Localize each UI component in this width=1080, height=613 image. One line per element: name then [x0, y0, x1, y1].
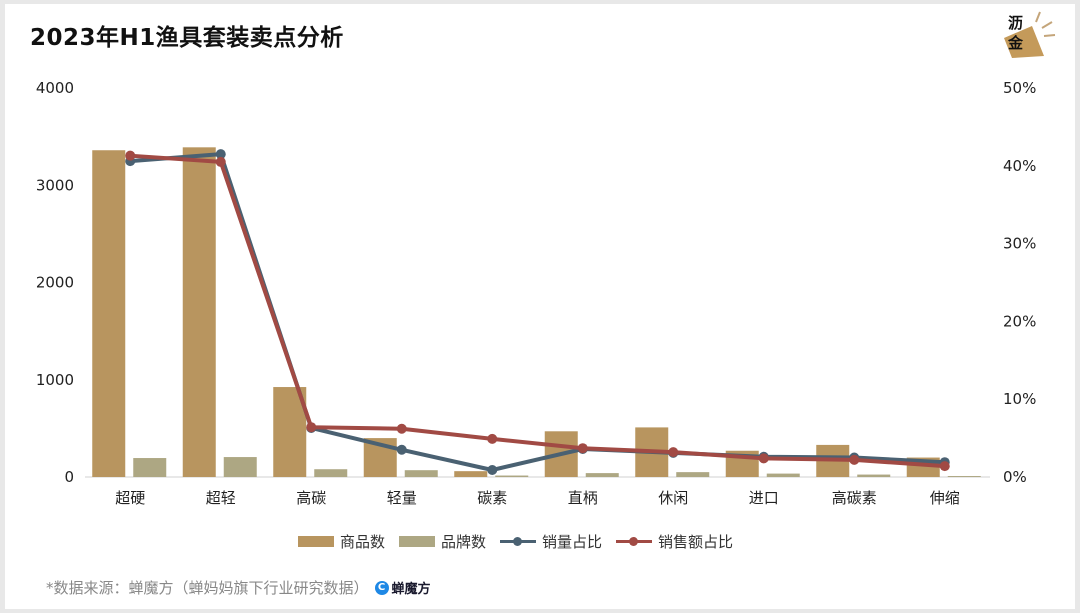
line-point[interactable]: [668, 447, 679, 458]
chanmofang-logo: C 蝉魔方: [374, 578, 431, 597]
category-label: 伸缩: [930, 489, 960, 507]
bar[interactable]: [495, 475, 529, 477]
line-point[interactable]: [487, 464, 498, 475]
chart-title: 2023年H1渔具套装卖点分析: [30, 25, 344, 51]
line-point[interactable]: [215, 156, 226, 167]
right-tick-label: 30%: [1003, 235, 1036, 253]
line-point[interactable]: [125, 150, 136, 161]
right-tick-label: 20%: [1003, 312, 1036, 330]
bar[interactable]: [766, 473, 800, 477]
line-point[interactable]: [306, 422, 317, 433]
bar[interactable]: [947, 476, 981, 477]
logo-shape-icon: [1004, 11, 1056, 58]
chanmofang-c-icon: C: [374, 580, 389, 595]
category-label: 休闲: [658, 489, 688, 507]
category-label: 超轻: [206, 489, 236, 507]
left-y-axis: 0 1000 2000 3000 4000: [36, 79, 74, 486]
chart-legend: 商品数 品牌数 销量占比 销售额占比: [298, 531, 733, 552]
bar[interactable]: [454, 471, 488, 477]
logo-char-1: 沥: [1008, 14, 1024, 32]
bar[interactable]: [223, 457, 257, 477]
legend-label: 销量占比: [542, 533, 603, 551]
right-tick-label: 0%: [1003, 468, 1027, 486]
left-tick-label: 3000: [36, 176, 74, 194]
line-series: [125, 149, 950, 475]
left-tick-label: 1000: [36, 371, 74, 389]
line-point[interactable]: [396, 444, 407, 455]
category-label: 超硬: [115, 489, 145, 507]
line-point[interactable]: [577, 443, 588, 454]
line-point[interactable]: [396, 423, 407, 434]
legend-item-sales-value-share[interactable]: 销售额占比: [616, 531, 733, 552]
category-label: 进口: [749, 489, 779, 507]
category-label: 高碳: [296, 489, 326, 507]
left-tick-label: 0: [64, 468, 74, 486]
line-marker-icon: [500, 536, 537, 547]
bar[interactable]: [92, 150, 126, 478]
category-label: 高碳素: [832, 489, 877, 507]
bar[interactable]: [585, 473, 619, 477]
source-text: *数据来源：蝉魔方（蝉妈妈旗下行业研究数据）: [46, 579, 369, 597]
category-label: 轻量: [387, 489, 417, 507]
data-source-note: *数据来源：蝉魔方（蝉妈妈旗下行业研究数据） C 蝉魔方: [46, 577, 431, 598]
right-tick-label: 50%: [1003, 79, 1036, 97]
line-point[interactable]: [487, 433, 498, 444]
bar[interactable]: [404, 470, 438, 477]
legend-label: 销售额占比: [658, 533, 734, 551]
bar[interactable]: [314, 469, 348, 477]
bar[interactable]: [676, 472, 710, 477]
left-tick-label: 4000: [36, 79, 74, 97]
line-path: [130, 152, 945, 472]
bar-series: [92, 147, 981, 478]
line-point[interactable]: [758, 453, 769, 464]
bar[interactable]: [133, 458, 167, 477]
legend-label: 商品数: [340, 533, 386, 551]
category-label: 直柄: [568, 489, 598, 507]
legend-label: 品牌数: [441, 533, 487, 551]
legend-item-brand-count[interactable]: 品牌数: [399, 531, 486, 552]
left-tick-label: 2000: [36, 274, 74, 292]
legend-item-sales-volume-share[interactable]: 销量占比: [500, 531, 602, 552]
category-label: 碳素: [477, 489, 507, 507]
right-tick-label: 40%: [1003, 157, 1036, 175]
bar-swatch-icon: [298, 536, 334, 547]
right-y-axis: 0% 10% 20% 30% 40% 50%: [1003, 79, 1036, 486]
source-brand: 蝉魔方: [391, 582, 431, 597]
line-marker-icon: [616, 536, 653, 547]
line-point[interactable]: [849, 454, 860, 465]
bar[interactable]: [857, 474, 891, 477]
line-point[interactable]: [939, 461, 950, 472]
logo-char-2: 金: [1008, 34, 1024, 52]
x-axis-labels: 超硬 超轻 高碳 轻量 碳素 直柄 休闲 进口 高碳素 伸缩: [115, 489, 960, 507]
line-path: [130, 153, 945, 469]
legend-item-product-count[interactable]: 商品数: [298, 531, 385, 552]
bar[interactable]: [182, 147, 216, 477]
right-tick-label: 10%: [1003, 390, 1036, 408]
bar-swatch-icon: [399, 536, 436, 547]
line-point[interactable]: [215, 149, 226, 160]
